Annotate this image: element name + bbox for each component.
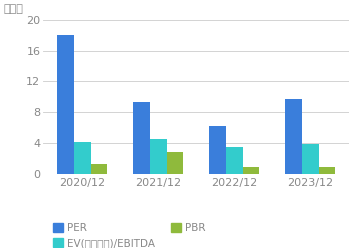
Bar: [319, 167, 335, 174]
Bar: [57, 35, 74, 174]
Bar: [91, 164, 107, 174]
Bar: [226, 147, 243, 174]
Bar: [285, 99, 302, 174]
Bar: [167, 152, 183, 174]
Bar: [133, 102, 150, 174]
Bar: [209, 126, 226, 174]
Bar: [243, 167, 259, 174]
Text: （배）: （배）: [3, 4, 23, 14]
Bar: [150, 139, 167, 174]
Bar: [302, 144, 319, 174]
Bar: [74, 142, 91, 174]
Legend: PER, EV(지분조정)/EBITDA, PBR: PER, EV(지분조정)/EBITDA, PBR: [48, 219, 210, 248]
